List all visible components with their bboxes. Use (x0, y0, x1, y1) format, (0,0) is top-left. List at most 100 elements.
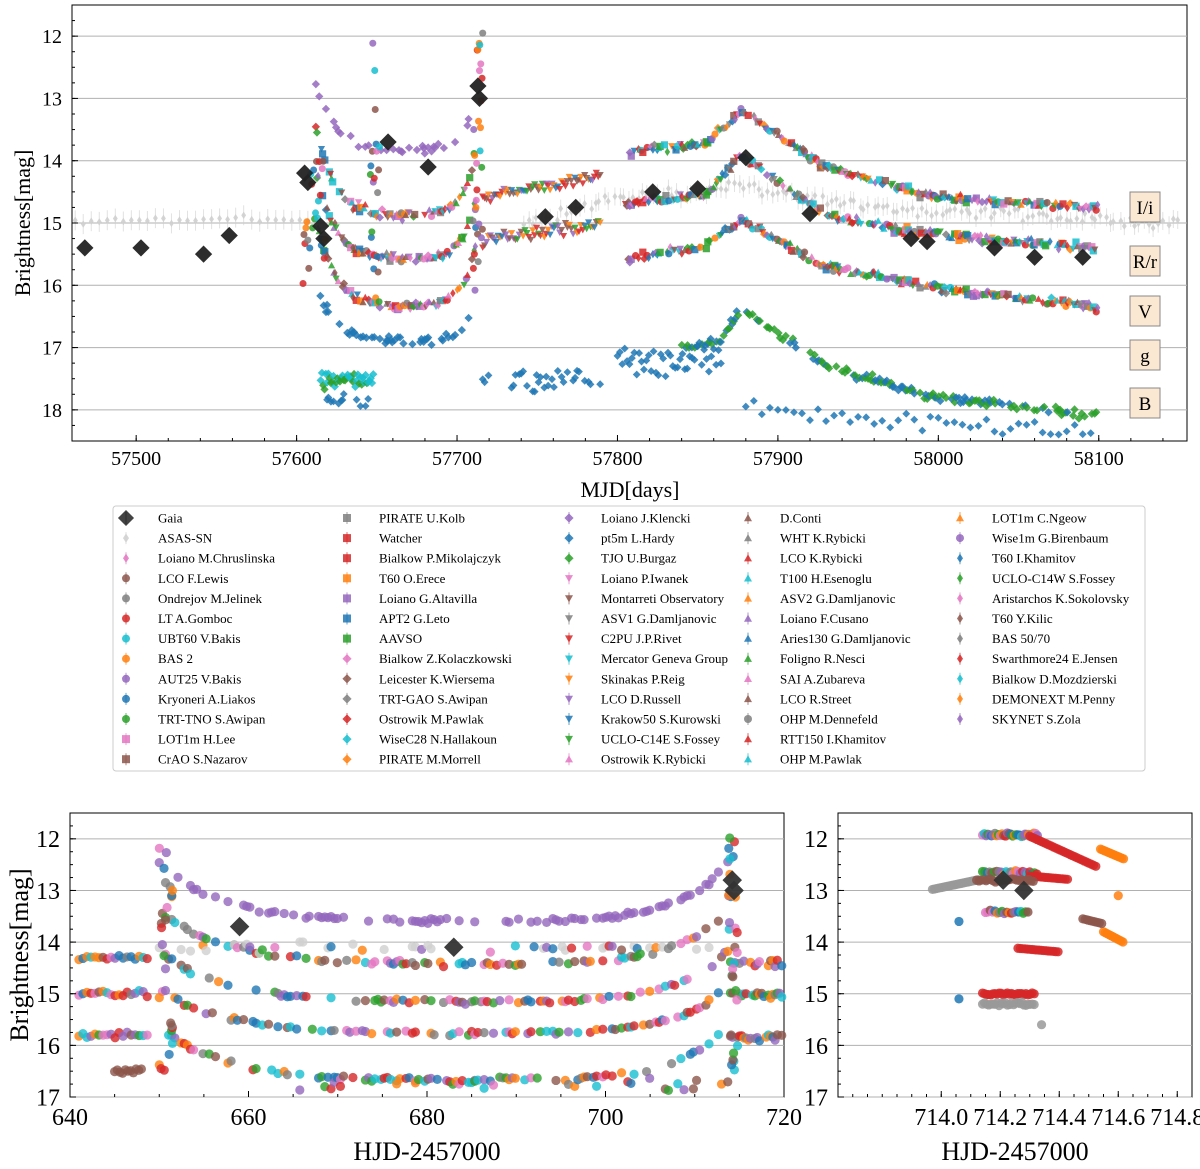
data-point (507, 187, 516, 194)
legend-marker (343, 514, 351, 522)
legend-label: Gaia (158, 511, 183, 526)
legend-marker (343, 574, 351, 583)
data-point (707, 962, 717, 972)
data-point (754, 956, 765, 967)
data-point (756, 120, 764, 128)
data-point (616, 945, 627, 955)
data-point (732, 947, 742, 958)
data-point (854, 412, 863, 421)
data-point (1166, 221, 1172, 229)
band-label-box (1129, 191, 1161, 223)
data-point (392, 1027, 402, 1037)
legend-marker (565, 715, 573, 723)
data-point (685, 352, 694, 361)
data-point (245, 942, 255, 952)
data-point (780, 181, 786, 190)
data-point (257, 218, 263, 226)
data-point (354, 199, 363, 206)
data-point (579, 180, 587, 187)
data-point (1150, 224, 1156, 232)
data-point (249, 215, 255, 224)
data-point (644, 351, 653, 360)
data-point (635, 949, 645, 959)
legend-marker (122, 755, 130, 764)
data-point (154, 843, 164, 853)
data-point (589, 205, 595, 213)
data-point (868, 370, 877, 379)
data-point (904, 182, 913, 190)
legend-label: LOT1m C.Ngeow (992, 511, 1087, 526)
data-point (469, 264, 477, 272)
data-point (666, 184, 671, 193)
data-point (551, 1075, 561, 1086)
data-point (329, 178, 337, 186)
data-point (474, 258, 482, 266)
data-point (374, 189, 382, 197)
data-point (1078, 430, 1087, 439)
data-point (444, 333, 453, 342)
data-point (348, 939, 358, 949)
legend-entry: UCLO-C14E S.Fossey (565, 732, 721, 747)
data-point (510, 941, 520, 951)
data-point (833, 195, 839, 203)
data-point (462, 184, 468, 193)
legend-label: AAVSO (379, 631, 422, 646)
data-point (791, 141, 798, 150)
data-point (571, 174, 579, 182)
data-point (1002, 236, 1011, 246)
data-point (226, 1056, 236, 1066)
gaia-point (1014, 880, 1034, 901)
band-label-box (1129, 339, 1161, 371)
legend-label: Aristarchos K.Sokolovsky (992, 591, 1130, 606)
data-point (476, 147, 484, 155)
data-point (838, 409, 846, 418)
legend-label: T100 H.Esenoglu (780, 571, 872, 586)
data-point (307, 1024, 317, 1034)
data-point (662, 191, 670, 200)
data-point (485, 947, 495, 957)
legend-marker (123, 533, 129, 543)
data-point (554, 957, 564, 967)
data-point (395, 917, 405, 927)
legend-marker (122, 574, 130, 583)
data-point (666, 351, 675, 360)
data-point (855, 170, 861, 179)
data-point (1053, 947, 1063, 957)
data-point (510, 1073, 520, 1083)
data-point (351, 955, 361, 965)
legend-entry: APT2 G.Leto (343, 611, 450, 626)
data-point (904, 206, 910, 214)
data-point (279, 908, 289, 919)
data-point (1072, 202, 1080, 210)
legend-entry: TJO U.Burgaz (564, 551, 677, 566)
data-point (209, 215, 214, 223)
data-point (563, 1027, 574, 1037)
main-gridlines (72, 35, 1187, 411)
legend-marker (122, 715, 130, 723)
data-point (635, 987, 645, 997)
data-point (592, 169, 600, 177)
data-point (786, 239, 794, 246)
data-point (654, 371, 663, 380)
x-tick-label: 58100 (1074, 448, 1124, 470)
data-point (399, 216, 406, 225)
data-point (311, 122, 320, 131)
data-point (444, 291, 452, 299)
y-tick-label: 18 (42, 400, 62, 422)
data-point (217, 214, 222, 223)
data-point (956, 190, 965, 198)
data-point (851, 197, 856, 205)
data-point (509, 381, 518, 390)
data-point (744, 111, 752, 119)
data-point (878, 416, 887, 425)
gaia-point (801, 205, 819, 223)
gaia-point (299, 173, 317, 192)
data-point (770, 190, 776, 199)
data-point (72, 216, 78, 225)
data-point (1012, 205, 1018, 214)
data-point (257, 945, 267, 955)
data-point (1004, 290, 1012, 298)
data-point (777, 992, 787, 1002)
data-point (318, 165, 326, 173)
x-tick-label: 57700 (432, 448, 482, 470)
